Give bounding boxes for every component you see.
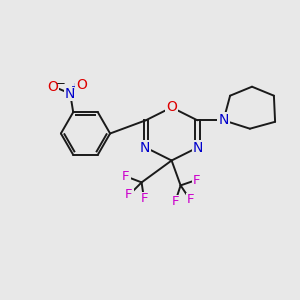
Text: F: F (193, 173, 200, 187)
Text: F: F (187, 193, 194, 206)
Text: N: N (218, 113, 229, 127)
Text: O: O (76, 78, 87, 92)
Text: −: − (56, 76, 65, 90)
Text: F: F (140, 192, 148, 206)
Text: F: F (172, 195, 179, 208)
Text: N: N (65, 87, 75, 100)
Text: +: + (71, 82, 80, 92)
Text: F: F (122, 170, 130, 183)
Text: N: N (140, 141, 150, 154)
Text: O: O (48, 80, 58, 94)
Text: N: N (193, 141, 203, 154)
Text: O: O (166, 100, 177, 114)
Text: F: F (125, 188, 133, 202)
